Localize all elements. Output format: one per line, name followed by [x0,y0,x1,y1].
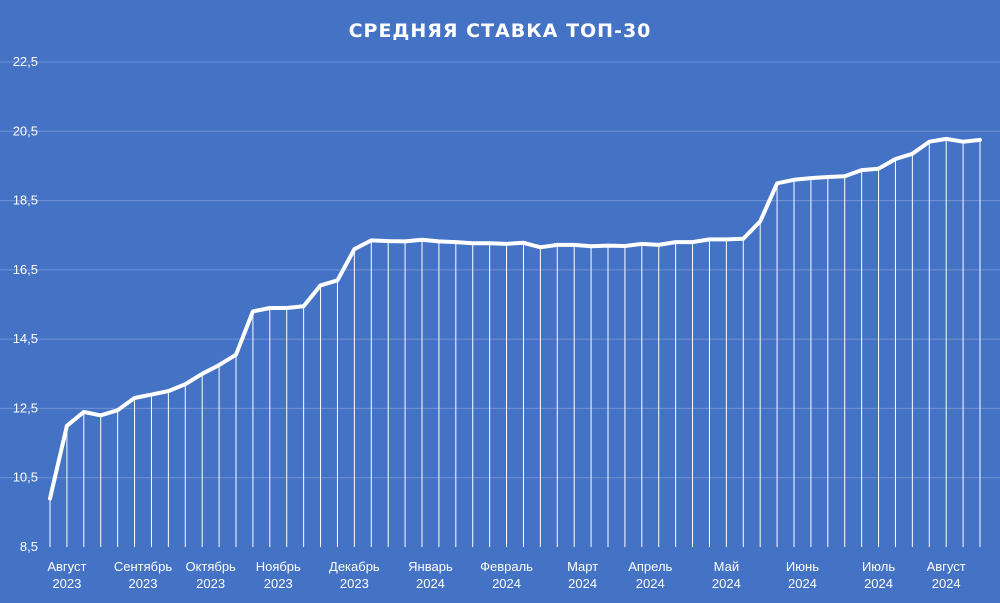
x-tick-year: 2023 [196,576,225,591]
x-tick-month: Сентябрь [114,559,172,574]
x-tick-month: Март [567,559,598,574]
y-tick-label: 16,5 [13,262,38,277]
x-tick-month: Февраль [480,559,533,574]
x-tick-year: 2024 [712,576,741,591]
x-tick-year: 2024 [568,576,597,591]
x-tick-year: 2024 [932,576,961,591]
y-tick-label: 22,5 [13,54,38,69]
x-tick-year: 2024 [788,576,817,591]
x-tick-year: 2023 [52,576,81,591]
y-tick-label: 10,5 [13,470,38,485]
x-tick-month: Апрель [628,559,672,574]
drop-lines [49,138,981,547]
x-tick-year: 2024 [492,576,521,591]
x-tick-year: 2024 [416,576,445,591]
y-tick-label: 14,5 [13,331,38,346]
chart-title: СРЕДНЯЯ СТАВКА ТОП-30 [349,20,652,42]
x-tick-month: Октябрь [185,559,236,574]
y-tick-label: 8,5 [20,539,38,554]
series-layer [48,136,982,501]
y-tick-label: 20,5 [13,123,38,138]
x-tick-month: Август [927,559,966,574]
x-tick-year: 2024 [864,576,893,591]
x-tick-month: Июнь [786,559,819,574]
x-tick-month: Май [714,559,739,574]
x-tick-month: Август [47,559,86,574]
x-tick-month: Декабрь [329,559,380,574]
x-tick-year: 2024 [636,576,665,591]
gridlines [0,61,1000,479]
series-line [48,136,982,501]
x-tick-month: Январь [408,559,453,574]
y-tick-label: 12,5 [13,400,38,415]
x-tick-month: Ноябрь [256,559,301,574]
x-tick-year: 2023 [264,576,293,591]
x-axis-ticks: Август 2023 Сентябрь 2023 Октябрь 2023 Ноябрь 2… [47,559,965,591]
y-tick-label: 18,5 [13,193,38,208]
x-tick-year: 2023 [340,576,369,591]
x-tick-month: Июль [862,559,895,574]
y-axis-ticks: 8,5 10,5 12,5 14,5 16,5 18,5 20,5 22,5 [13,54,38,554]
x-tick-year: 2023 [129,576,158,591]
